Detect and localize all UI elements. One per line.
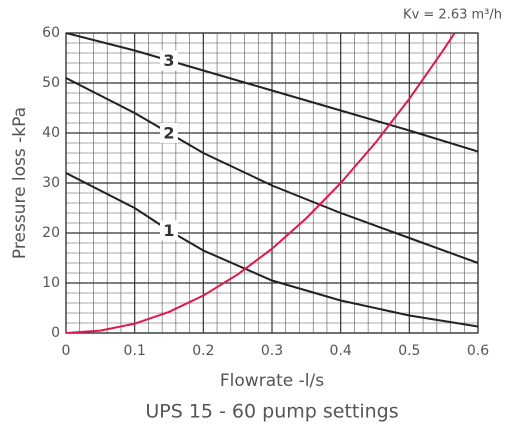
series-label-box [160,220,178,241]
series-label: 1 [163,221,174,240]
y-tick-label: 50 [42,75,60,91]
y-tick-label: 20 [42,225,60,241]
x-tick-label: 0 [62,343,71,359]
x-tick-label: 0.6 [467,343,489,359]
y-tick-label: 40 [42,125,60,141]
x-tick-label: 0.3 [261,343,283,359]
series-line [66,77,478,264]
series-label: 3 [163,51,174,70]
series-line [66,33,456,333]
x-axis-label: Flowrate -l/s [220,371,324,391]
series-line [66,33,478,153]
y-tick-label: 30 [42,175,60,191]
y-axis-label: Pressure loss -kPa [10,107,30,259]
x-tick-label: 0.2 [192,343,214,359]
series-line [66,172,478,328]
x-tick-label: 0.4 [330,343,352,359]
series-label: 2 [163,124,174,143]
y-tick-label: 0 [51,325,60,341]
y-tick-label: 10 [42,275,60,291]
series-label-box [160,50,178,71]
plot-frame [65,32,479,334]
plot-area [66,33,478,333]
x-tick-label: 0.1 [124,343,146,359]
x-tick-label: 0.5 [398,343,420,359]
chart-title: UPS 15 - 60 pump settings [145,401,398,423]
y-tick-label: 60 [42,25,60,41]
series-label-box [160,123,178,143]
annotation: Kv = 2.63 m³/h [403,8,502,23]
